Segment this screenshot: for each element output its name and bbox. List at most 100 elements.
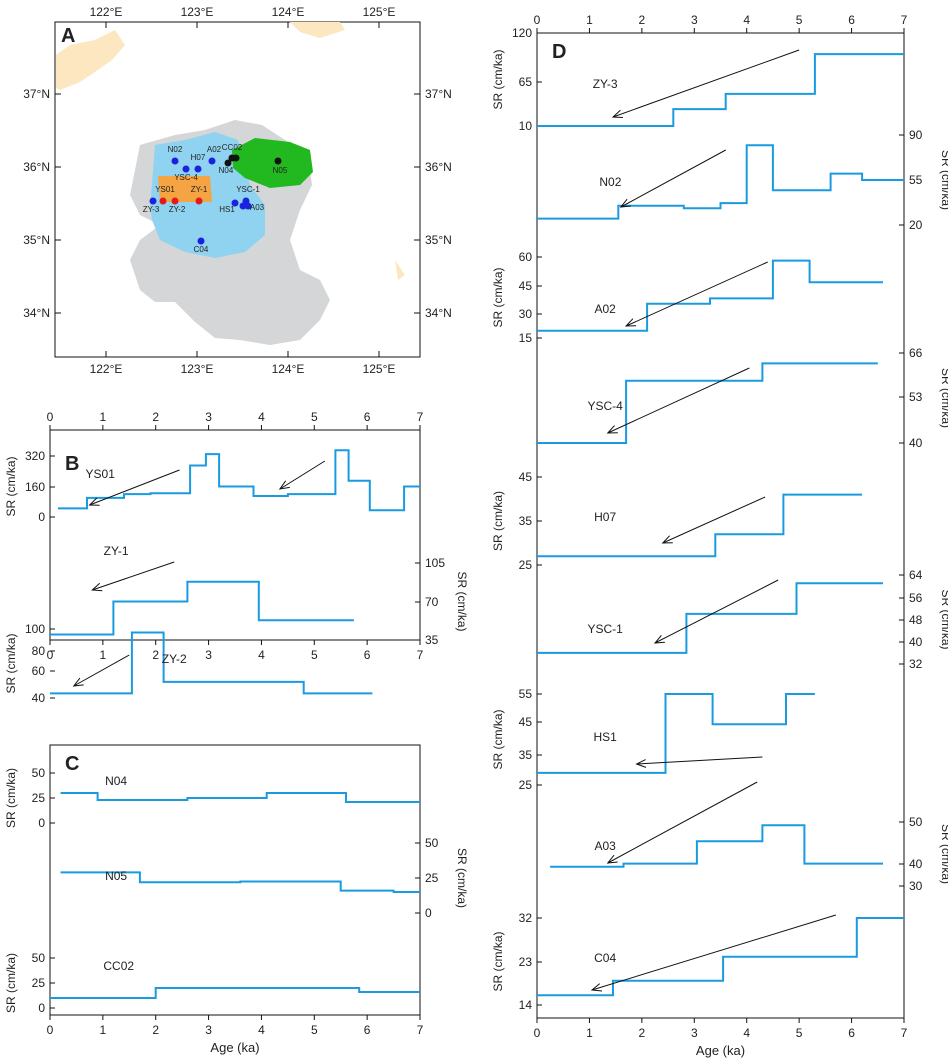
site-label: HS1 — [219, 205, 235, 214]
series-line — [60, 871, 420, 893]
panel-b-label: B — [65, 453, 79, 475]
y-tick-label: 120 — [512, 26, 532, 40]
lon-tick-label-top: 125°E — [363, 5, 396, 19]
trend-arrow — [620, 149, 726, 208]
series-label: ZY-3 — [593, 77, 618, 91]
panel-c-frame — [49, 744, 421, 1016]
y-tick-label: 100 — [25, 622, 45, 636]
site-marker — [232, 154, 240, 162]
site-label: N05 — [273, 166, 288, 175]
x-tick-label-top: 5 — [311, 410, 318, 424]
y-tick-label: 0 — [38, 1001, 45, 1015]
x-tick-label-bottom: 5 — [311, 1023, 318, 1037]
y-tick-label: 45 — [519, 715, 533, 729]
y-tick-label: 25 — [32, 976, 46, 990]
series-zy-3: 10 65 120 SR (cm/ka) ZY-3 — [491, 26, 904, 133]
x-tick-label-top: 5 — [796, 13, 803, 27]
lon-tick-label-bottom: 124°E — [272, 362, 305, 376]
series-line — [50, 580, 354, 636]
series-line — [537, 493, 863, 558]
series-line — [550, 824, 883, 868]
y-tick-label: 50 — [425, 836, 439, 850]
site-label: CC02 — [222, 143, 243, 152]
y-tick-label: 105 — [425, 556, 445, 570]
site-label: N02 — [168, 145, 183, 154]
y-tick-label: 56 — [909, 591, 923, 605]
y-axis-label: SR (cm/ka) — [455, 848, 469, 908]
x-tick-label-bottom: 3 — [691, 1026, 698, 1040]
y-axis-label: SR (cm/ka) — [939, 368, 948, 428]
y-tick-label: 45 — [519, 470, 533, 484]
series-label: YSC-1 — [587, 622, 623, 636]
y-tick-label: 40 — [909, 857, 923, 871]
x-tick-label-bottom: 2 — [639, 1026, 646, 1040]
trend-arrow — [654, 579, 779, 644]
y-axis-label: SR (cm/ka) — [4, 456, 18, 516]
series-line — [537, 693, 815, 774]
series-label: A03 — [594, 839, 616, 853]
panel-b-frame — [49, 429, 421, 641]
panel-d-frame — [536, 32, 905, 1019]
x-tick-label-bottom: 5 — [796, 1026, 803, 1040]
lon-tick-label-top: 124°E — [272, 5, 305, 19]
y-tick-label: 40 — [909, 436, 923, 450]
trend-arrow — [591, 914, 836, 991]
y-axis-label: SR (cm/ka) — [491, 49, 505, 109]
series-line — [537, 53, 904, 127]
x-tick-label-bottom: 2 — [152, 648, 159, 662]
lon-tick-label-top: 123°E — [181, 5, 214, 19]
lat-tick-label-right: 36°N — [425, 160, 452, 174]
y-tick-label: 40 — [909, 635, 923, 649]
site-label: C04 — [194, 245, 209, 254]
site-marker — [244, 202, 252, 210]
trend-arrow-head — [91, 582, 103, 592]
series-a03: 30 40 50 SR (cm/ka) A03 — [550, 781, 948, 893]
y-tick-label: 25 — [32, 791, 46, 805]
x-tick-label-top: 7 — [417, 410, 424, 424]
y-axis-label: SR (cm/ka) — [939, 150, 948, 210]
trend-arrow-head — [606, 854, 618, 864]
trend-arrow — [279, 460, 326, 490]
x-tick-label-top: 6 — [848, 13, 855, 27]
x-tick-label-top: 1 — [100, 410, 107, 424]
panel-a-label: A — [61, 25, 75, 47]
site-marker — [182, 165, 190, 173]
site-marker — [239, 202, 247, 210]
site-marker — [159, 197, 167, 205]
site-marker — [194, 165, 202, 173]
series-line — [537, 917, 904, 997]
series-label: YSC-4 — [587, 399, 623, 413]
series-label: C04 — [594, 951, 616, 965]
panel-c-label: C — [65, 753, 79, 775]
x-tick-label-bottom: 0 — [47, 1023, 54, 1037]
x-tick-label-top: 4 — [743, 13, 750, 27]
x-tick-label-top: 3 — [205, 410, 212, 424]
y-tick-label: 45 — [519, 279, 533, 293]
series-line — [537, 259, 883, 332]
lat-tick-label-right: 34°N — [425, 306, 452, 320]
series-label: A02 — [594, 302, 616, 316]
y-tick-label: 23 — [519, 955, 533, 969]
y-tick-label: 64 — [909, 568, 923, 582]
x-tick-label-bottom: 0 — [534, 1026, 541, 1040]
x-tick-label-bottom: 4 — [743, 1026, 750, 1040]
series-label: ZY-1 — [104, 544, 129, 558]
lat-tick-label-left: 36°N — [23, 160, 50, 174]
y-tick-label: 10 — [519, 119, 533, 133]
site-marker — [197, 237, 205, 245]
y-tick-label: 0 — [38, 816, 45, 830]
site-label: A02 — [207, 145, 222, 154]
site-marker — [171, 197, 179, 205]
y-tick-label: 55 — [519, 687, 533, 701]
x-tick-label-top: 0 — [534, 13, 541, 27]
y-tick-label: 25 — [425, 871, 439, 885]
series-line — [57, 449, 420, 512]
lat-tick-label-left: 37°N — [23, 87, 50, 101]
y-axis-label: SR (cm/ka) — [491, 491, 505, 551]
site-marker — [224, 159, 232, 167]
trend-arrow-head — [624, 318, 637, 327]
y-tick-label: 70 — [425, 595, 439, 609]
